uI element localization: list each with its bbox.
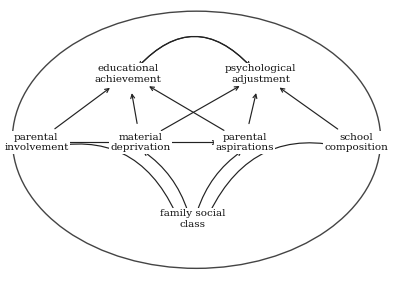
Text: material
deprivation: material deprivation <box>111 133 171 152</box>
Text: educational
achievement: educational achievement <box>95 64 162 84</box>
Text: family social
class: family social class <box>160 209 225 229</box>
Text: school
composition: school composition <box>325 133 389 152</box>
Text: parental
involvement: parental involvement <box>4 133 68 152</box>
Text: parental
aspirations: parental aspirations <box>215 133 274 152</box>
Text: psychological
adjustment: psychological adjustment <box>225 64 296 84</box>
